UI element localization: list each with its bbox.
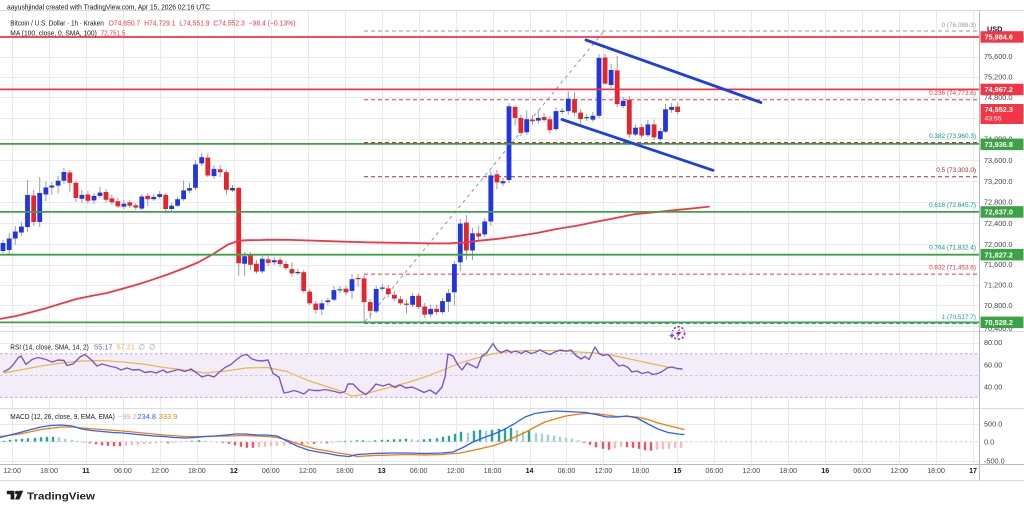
svg-text:06:00: 06:00	[262, 467, 280, 475]
svg-text:74,800.0: 74,800.0	[984, 93, 1012, 102]
svg-text:70,528.2: 70,528.2	[985, 318, 1013, 327]
svg-text:74,967.2: 74,967.2	[985, 85, 1013, 94]
svg-text:∅ ∅: ∅ ∅	[139, 342, 156, 351]
svg-text:0.5 (73,303.0): 0.5 (73,303.0)	[936, 167, 976, 174]
svg-text:75,984.6: 75,984.6	[985, 33, 1013, 42]
svg-text:40.00: 40.00	[984, 383, 1002, 392]
svg-text:aayushjindal created with Trad: aayushjindal created with TradingView.co…	[7, 3, 210, 11]
svg-text:18:00: 18:00	[188, 467, 206, 475]
svg-text:1 (70,517.7): 1 (70,517.7)	[942, 314, 976, 321]
svg-text:12:00: 12:00	[151, 467, 169, 475]
svg-text:0.0: 0.0	[984, 437, 994, 446]
svg-text:06:00: 06:00	[558, 467, 576, 475]
svg-text:18:00: 18:00	[40, 467, 58, 475]
svg-text:18:00: 18:00	[779, 467, 797, 475]
svg-text:72,637.0: 72,637.0	[985, 208, 1013, 217]
svg-text:70,400.0: 70,400.0	[984, 324, 1012, 333]
svg-text:234.8: 234.8	[138, 412, 157, 421]
svg-text:70,800.0: 70,800.0	[984, 301, 1012, 310]
svg-text:71,200.0: 71,200.0	[984, 281, 1012, 290]
svg-text:06:00: 06:00	[410, 467, 428, 475]
svg-text:13: 13	[378, 467, 386, 475]
svg-text:TradingView: TradingView	[27, 491, 95, 502]
svg-text:73,200.0: 73,200.0	[984, 177, 1012, 186]
svg-text:0.832 (71,453.6): 0.832 (71,453.6)	[929, 265, 976, 272]
svg-text:72,400.0: 72,400.0	[984, 219, 1012, 228]
svg-text:0.236 (74,773.6): 0.236 (74,773.6)	[929, 90, 976, 97]
svg-text:Bitcoin / U.S. Dollar · 1h · K: Bitcoin / U.S. Dollar · 1h · Kraken	[10, 19, 104, 28]
svg-text:0.764 (71,832.4): 0.764 (71,832.4)	[929, 245, 976, 252]
svg-text:−99.2: −99.2	[118, 412, 137, 421]
svg-text:500.0: 500.0	[984, 419, 1002, 428]
svg-text:18:00: 18:00	[632, 467, 650, 475]
svg-text:0 (76,088.3): 0 (76,088.3)	[942, 22, 976, 29]
svg-text:72,800.0: 72,800.0	[984, 198, 1012, 207]
svg-text:74,552.3: 74,552.3	[985, 105, 1013, 114]
svg-text:80.00: 80.00	[984, 338, 1002, 347]
svg-text:16: 16	[821, 467, 829, 475]
svg-text:18:00: 18:00	[484, 467, 502, 475]
svg-text:MACD (12, 26, close, 9, EMA, E: MACD (12, 26, close, 9, EMA, EMA)	[10, 412, 115, 421]
svg-text:12:00: 12:00	[447, 467, 465, 475]
svg-text:72,751.5: 72,751.5	[101, 29, 126, 38]
svg-text:12: 12	[230, 467, 238, 475]
svg-text:06:00: 06:00	[853, 467, 871, 475]
svg-text:73,936.8: 73,936.8	[985, 140, 1013, 149]
svg-text:18:00: 18:00	[927, 467, 945, 475]
svg-text:12:00: 12:00	[299, 467, 317, 475]
svg-text:71,600.0: 71,600.0	[984, 260, 1012, 269]
svg-text:12:00: 12:00	[742, 467, 760, 475]
svg-text:57.21: 57.21	[117, 342, 136, 351]
svg-text:-500.0: -500.0	[984, 457, 1005, 466]
svg-text:11: 11	[82, 467, 90, 475]
svg-text:O74,650.7 H74,729.1 L74,551.: O74,650.7 H74,729.1 L74,551.9 C74,552.3 …	[109, 19, 296, 28]
svg-text:60.00: 60.00	[984, 361, 1002, 370]
svg-text:333.9: 333.9	[159, 412, 178, 421]
svg-text:17: 17	[969, 467, 977, 475]
svg-text:73,600.0: 73,600.0	[984, 156, 1012, 165]
svg-text:0.382 (73,960.3): 0.382 (73,960.3)	[929, 133, 976, 140]
svg-text:0.618 (72,645.7): 0.618 (72,645.7)	[929, 202, 976, 209]
svg-text:55.17: 55.17	[94, 342, 113, 351]
svg-text:43:55: 43:55	[985, 116, 1002, 123]
svg-text:06:00: 06:00	[114, 467, 132, 475]
svg-text:12:00: 12:00	[595, 467, 613, 475]
svg-text:15: 15	[673, 467, 681, 475]
svg-text:USD: USD	[987, 24, 1002, 33]
svg-text:18:00: 18:00	[336, 467, 354, 475]
svg-text:12:00: 12:00	[3, 467, 21, 475]
svg-text:RSI (14, close, SMA, 14, 2): RSI (14, close, SMA, 14, 2)	[10, 342, 89, 351]
svg-text:72,000.0: 72,000.0	[984, 240, 1012, 249]
svg-text:MA (100, close, 0, SMA, 100): MA (100, close, 0, SMA, 100)	[10, 29, 97, 38]
svg-text:14: 14	[526, 467, 534, 475]
svg-text:71,827.2: 71,827.2	[985, 250, 1013, 259]
svg-text:06:00: 06:00	[705, 467, 723, 475]
svg-text:75,600.0: 75,600.0	[984, 52, 1012, 61]
svg-text:12:00: 12:00	[890, 467, 908, 475]
svg-text:75,200.0: 75,200.0	[984, 73, 1012, 82]
